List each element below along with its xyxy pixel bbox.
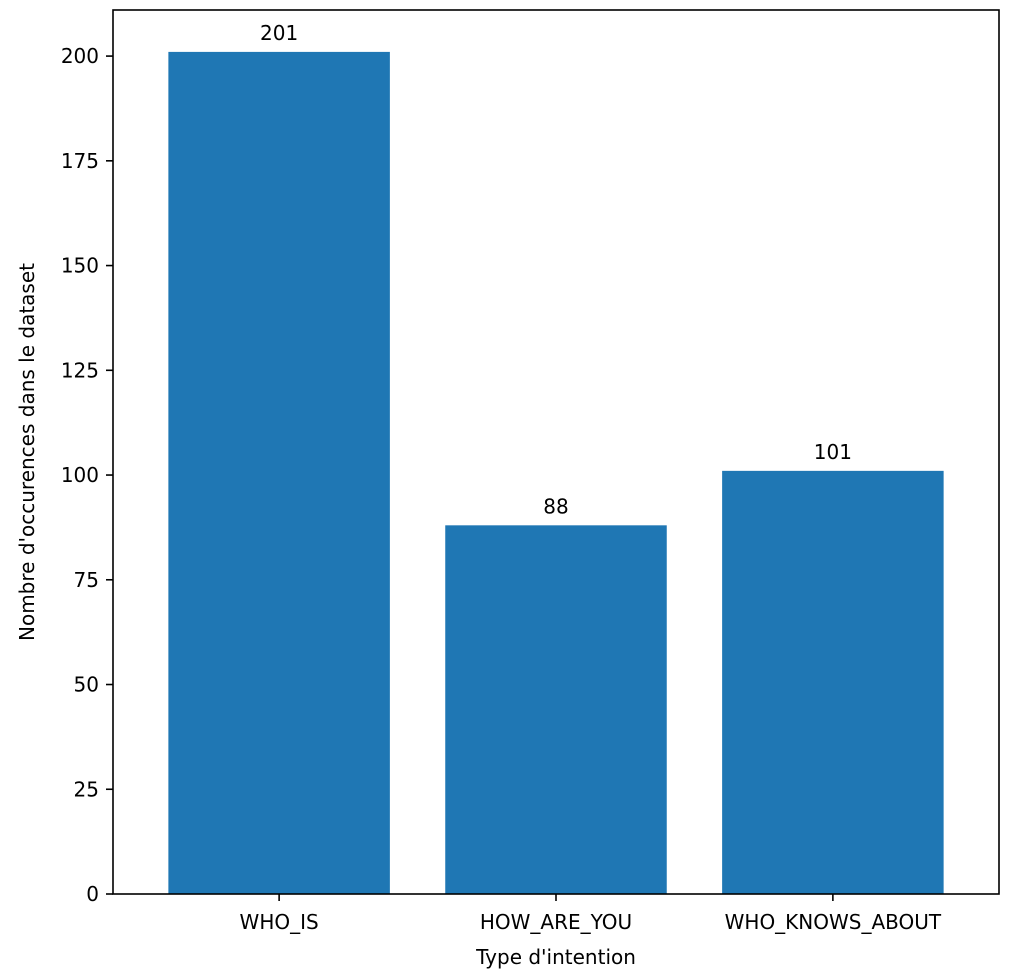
ticks-layer: WHO_IS HOW_ARE_YOU WHO_KNOWS_ABOUT 0 25 50 75 1… (61, 44, 942, 934)
y-tick-label: 125 (61, 358, 99, 382)
x-axis-label: Type d'intention (475, 945, 636, 969)
y-tick-label: 75 (74, 568, 99, 592)
y-tick-label: 50 (74, 673, 99, 697)
x-tick-label: HOW_ARE_YOU (480, 910, 632, 934)
data-label: 88 (543, 494, 568, 518)
y-axis-label: Nombre d'occurences dans le dataset (15, 263, 39, 641)
y-tick-label: 200 (61, 44, 99, 68)
data-label: 101 (814, 440, 852, 464)
x-tick-label: WHO_KNOWS_ABOUT (725, 910, 942, 934)
y-tick-label: 25 (74, 777, 99, 801)
y-tick-label: 100 (61, 463, 99, 487)
x-tick-label: WHO_IS (240, 910, 319, 934)
y-tick-label: 0 (86, 882, 99, 906)
bar-who-knows-about (722, 470, 944, 894)
bar-how-are-you (445, 525, 667, 894)
y-tick-label: 175 (61, 149, 99, 173)
bar-who-is (168, 51, 390, 894)
plot-frame (112, 9, 1000, 895)
y-tick-label: 150 (61, 254, 99, 278)
data-label: 201 (260, 21, 298, 45)
bars-layer: 201 88 101 (168, 21, 944, 894)
